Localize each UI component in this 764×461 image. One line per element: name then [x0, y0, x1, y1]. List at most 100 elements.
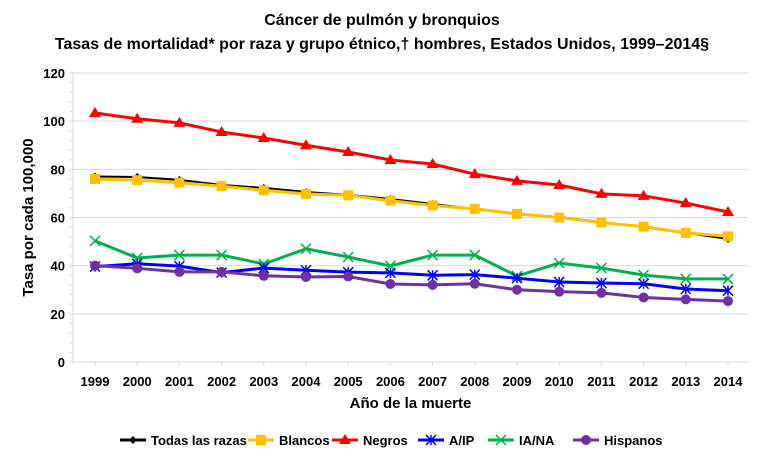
data-point — [132, 263, 143, 274]
data-point — [638, 221, 649, 232]
data-point — [301, 271, 311, 282]
legend-item: IA/NA — [488, 433, 555, 448]
data-point — [553, 257, 565, 269]
x-tick-label: 2002 — [207, 374, 236, 389]
data-point — [131, 112, 144, 123]
data-point — [679, 197, 692, 208]
data-point — [174, 177, 185, 188]
legend-label: Hispanos — [604, 433, 663, 448]
y-tick-label: 40 — [51, 259, 65, 274]
data-point — [258, 270, 269, 281]
data-point — [553, 276, 565, 288]
legend-label: A/IP — [449, 433, 475, 448]
data-point — [426, 158, 439, 169]
data-point — [216, 181, 227, 192]
data-point — [511, 174, 523, 185]
data-point — [173, 116, 186, 127]
legend-marker — [495, 434, 507, 446]
y-axis-label: Tasa por cada 100,000 — [20, 138, 37, 296]
legend-marker — [581, 435, 591, 445]
data-point — [468, 168, 481, 179]
y-tick-label: 80 — [51, 162, 65, 177]
legend-item: Blancos — [248, 433, 330, 448]
series-2 — [89, 106, 734, 216]
legend-item: A/IP — [418, 433, 475, 448]
series-line — [94, 111, 729, 214]
data-point — [342, 145, 355, 156]
x-tick-label: 2008 — [460, 374, 489, 389]
y-tick-label: 120 — [43, 66, 65, 81]
data-point — [89, 235, 101, 247]
data-point — [469, 203, 480, 214]
series-line — [94, 175, 729, 240]
data-point — [427, 269, 439, 281]
data-point — [174, 266, 185, 277]
data-point — [301, 188, 311, 199]
x-tick-label: 2011 — [587, 374, 615, 389]
data-point — [427, 249, 439, 261]
x-tick-label: 2007 — [418, 374, 447, 389]
data-point — [722, 205, 734, 216]
series-4 — [89, 235, 734, 285]
data-point — [384, 267, 396, 279]
data-point — [723, 296, 733, 307]
data-point — [723, 231, 733, 242]
legend-marker — [256, 435, 266, 445]
data-point — [638, 269, 650, 281]
data-point — [637, 189, 650, 200]
x-tick-label: 2013 — [671, 374, 700, 389]
x-tick-label: 1999 — [81, 374, 110, 389]
data-point — [90, 260, 100, 271]
series-line — [94, 239, 728, 281]
data-point — [216, 249, 228, 261]
data-point — [427, 200, 438, 211]
data-point — [342, 251, 354, 263]
data-point — [469, 278, 480, 289]
x-axis-label: Año de la muerte — [350, 395, 472, 412]
x-tick-label: 2014 — [714, 374, 744, 389]
data-point — [343, 271, 354, 282]
data-point — [89, 106, 101, 117]
data-point — [680, 227, 691, 238]
data-point — [132, 175, 143, 186]
data-point — [384, 153, 397, 164]
y-tick-label: 20 — [51, 307, 65, 322]
data-point — [596, 217, 607, 228]
legend-marker — [339, 434, 351, 444]
y-tick-label: 60 — [51, 211, 65, 226]
data-point — [257, 132, 270, 143]
data-point — [385, 278, 396, 289]
data-point — [258, 185, 269, 196]
series-5 — [90, 260, 733, 307]
x-tick-label: 2001 — [165, 374, 194, 389]
y-tick-label: 100 — [43, 114, 65, 129]
data-point — [469, 249, 481, 261]
data-point — [638, 278, 650, 290]
data-point — [343, 190, 354, 201]
data-point — [638, 292, 649, 303]
data-point — [90, 173, 100, 184]
data-point — [595, 277, 607, 289]
x-tick-label: 2012 — [629, 374, 658, 389]
data-point — [300, 243, 312, 255]
series-line — [94, 264, 729, 303]
x-tick-label: 2010 — [545, 374, 574, 389]
x-tick-label: 2004 — [292, 374, 322, 389]
data-point — [300, 139, 312, 150]
series-line — [94, 262, 729, 293]
series-3 — [89, 258, 734, 297]
legend-item: Hispanos — [573, 433, 663, 448]
data-point — [680, 294, 691, 305]
chart-subtitle: Tasas de mortalidad* por raza y grupo ét… — [54, 36, 710, 53]
data-point — [512, 208, 522, 219]
data-point — [554, 212, 565, 223]
legend-item: Todas las razas — [120, 433, 247, 448]
data-point — [722, 285, 734, 297]
data-point — [216, 266, 227, 277]
data-point — [554, 286, 565, 297]
x-tick-label: 2009 — [503, 374, 532, 389]
data-point — [553, 178, 566, 189]
data-point — [595, 262, 607, 274]
